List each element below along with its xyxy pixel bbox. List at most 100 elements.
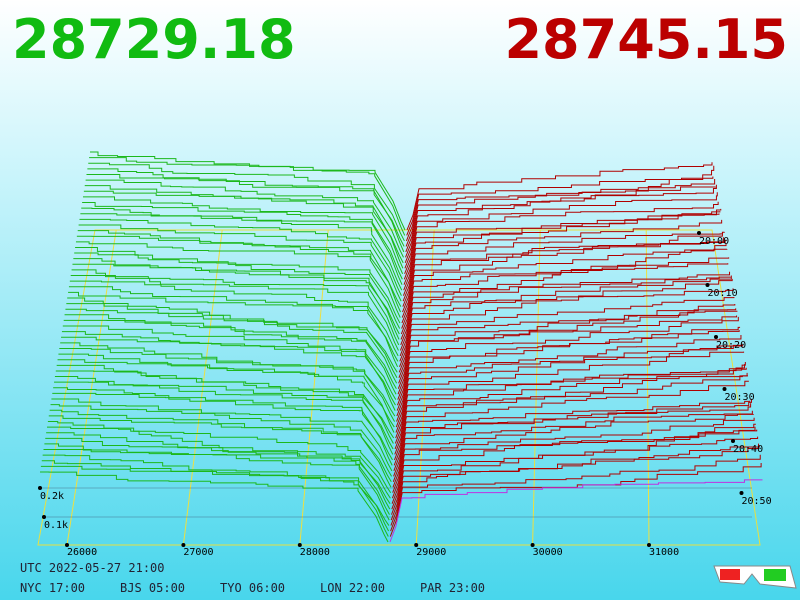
bid-price: 28729.18 <box>12 8 296 71</box>
floor-outline <box>37 229 761 546</box>
depth-label: 0.1k <box>44 520 68 531</box>
bid-curve <box>65 308 398 384</box>
ask-curve <box>397 310 738 389</box>
ask-curve <box>405 184 717 258</box>
price-label: 27000 <box>183 547 213 558</box>
bid-curve <box>74 252 401 329</box>
tick-dot <box>65 543 69 547</box>
ask-curve <box>398 308 737 378</box>
tick-dot <box>42 515 46 519</box>
axis-labels: 26000 27000 28000 29000 30000 31000 0.2k 0.1k 20… <box>38 231 772 558</box>
ask-curve <box>399 275 732 351</box>
tick-dot <box>38 486 42 490</box>
tick-dot <box>530 543 535 547</box>
bid-curve <box>68 291 398 368</box>
bid-curve <box>68 286 399 362</box>
ask-curve <box>390 454 761 532</box>
clocks: NYC 17:00 BJS 05:00 TYO 06:00 LON 22:00 PAR … <box>20 581 485 595</box>
bid-curve <box>88 162 405 242</box>
ask-curve <box>389 479 763 543</box>
ask-curve <box>405 179 716 247</box>
ask-curve <box>399 296 735 368</box>
ask-curve <box>396 334 742 411</box>
price-label: 28000 <box>300 547 330 558</box>
bid-curve <box>50 404 393 477</box>
bid-curve <box>47 420 392 494</box>
ask-curve <box>401 263 729 329</box>
ask-curve <box>394 375 748 455</box>
bid-curve <box>43 449 390 521</box>
ask-curve <box>404 201 719 269</box>
bid-curve <box>54 381 394 455</box>
ask-curve <box>395 362 746 439</box>
tick-dot <box>697 231 701 235</box>
ask-curve <box>402 239 726 313</box>
bid-curve <box>53 387 393 461</box>
tick-dot <box>714 335 718 339</box>
bid-curve <box>73 258 400 335</box>
ask-curve <box>404 192 718 264</box>
clock: BJS 05:00 <box>120 581 185 595</box>
tick-dot <box>414 543 419 547</box>
ask-curve <box>391 426 756 499</box>
price-grid-line <box>66 229 117 546</box>
bid-curve <box>63 319 397 395</box>
price-grid-line <box>532 229 541 546</box>
bid-curve <box>57 359 395 433</box>
tick-dot <box>647 543 651 547</box>
bid-curve <box>61 331 396 406</box>
bid-curve <box>40 471 389 543</box>
ask-curve <box>393 400 751 466</box>
bid-curve <box>83 190 404 269</box>
clock: TYO 06:00 <box>220 581 285 595</box>
ask-curve <box>400 276 731 346</box>
depth-label: 0.2k <box>40 491 64 502</box>
bid-curve <box>58 353 395 428</box>
bid-curve <box>62 325 397 400</box>
ask-curve <box>402 231 725 307</box>
bid-curve <box>82 202 403 280</box>
bid-curve <box>79 218 402 296</box>
ask-curve <box>392 417 755 493</box>
bid-curve <box>80 213 403 291</box>
ask-curve <box>398 303 736 373</box>
bid-curve <box>59 347 395 422</box>
clock: LON 22:00 <box>320 581 385 595</box>
bid-curve <box>52 392 393 466</box>
ask-curve <box>396 326 741 406</box>
ask-curve <box>394 380 749 461</box>
bid-curve <box>75 241 401 318</box>
time-label: 20:20 <box>716 340 746 351</box>
ask-curve <box>399 278 733 357</box>
bid-curve <box>72 263 400 340</box>
bid-curve <box>70 275 399 351</box>
bid-curve <box>87 168 405 247</box>
tick-dot <box>181 543 186 547</box>
bid-curve <box>40 465 389 537</box>
bid-curve <box>67 297 398 373</box>
ask-curve <box>393 398 752 477</box>
3d-glasses-icon <box>713 565 797 589</box>
bid-curve <box>41 460 390 532</box>
bid-curve <box>77 230 402 307</box>
bid-curve <box>86 173 405 253</box>
bid-curve <box>54 376 394 450</box>
bid-curve <box>66 303 398 379</box>
time-label: 20:40 <box>733 444 763 455</box>
ask-curve <box>394 367 747 444</box>
clock: PAR 23:00 <box>420 581 485 595</box>
bid-curve <box>89 157 406 236</box>
ask-curve <box>394 372 748 450</box>
tick-dot <box>705 283 710 287</box>
ask-curve <box>389 463 762 537</box>
time-label: 20:50 <box>742 496 772 507</box>
price-label: 26000 <box>67 547 97 558</box>
ask-curve <box>405 186 717 253</box>
bid-curve <box>71 269 400 346</box>
time-label: 20:00 <box>699 236 729 247</box>
bid-curve <box>61 336 396 411</box>
bid-curve <box>76 235 401 313</box>
ask-curve <box>401 248 728 324</box>
